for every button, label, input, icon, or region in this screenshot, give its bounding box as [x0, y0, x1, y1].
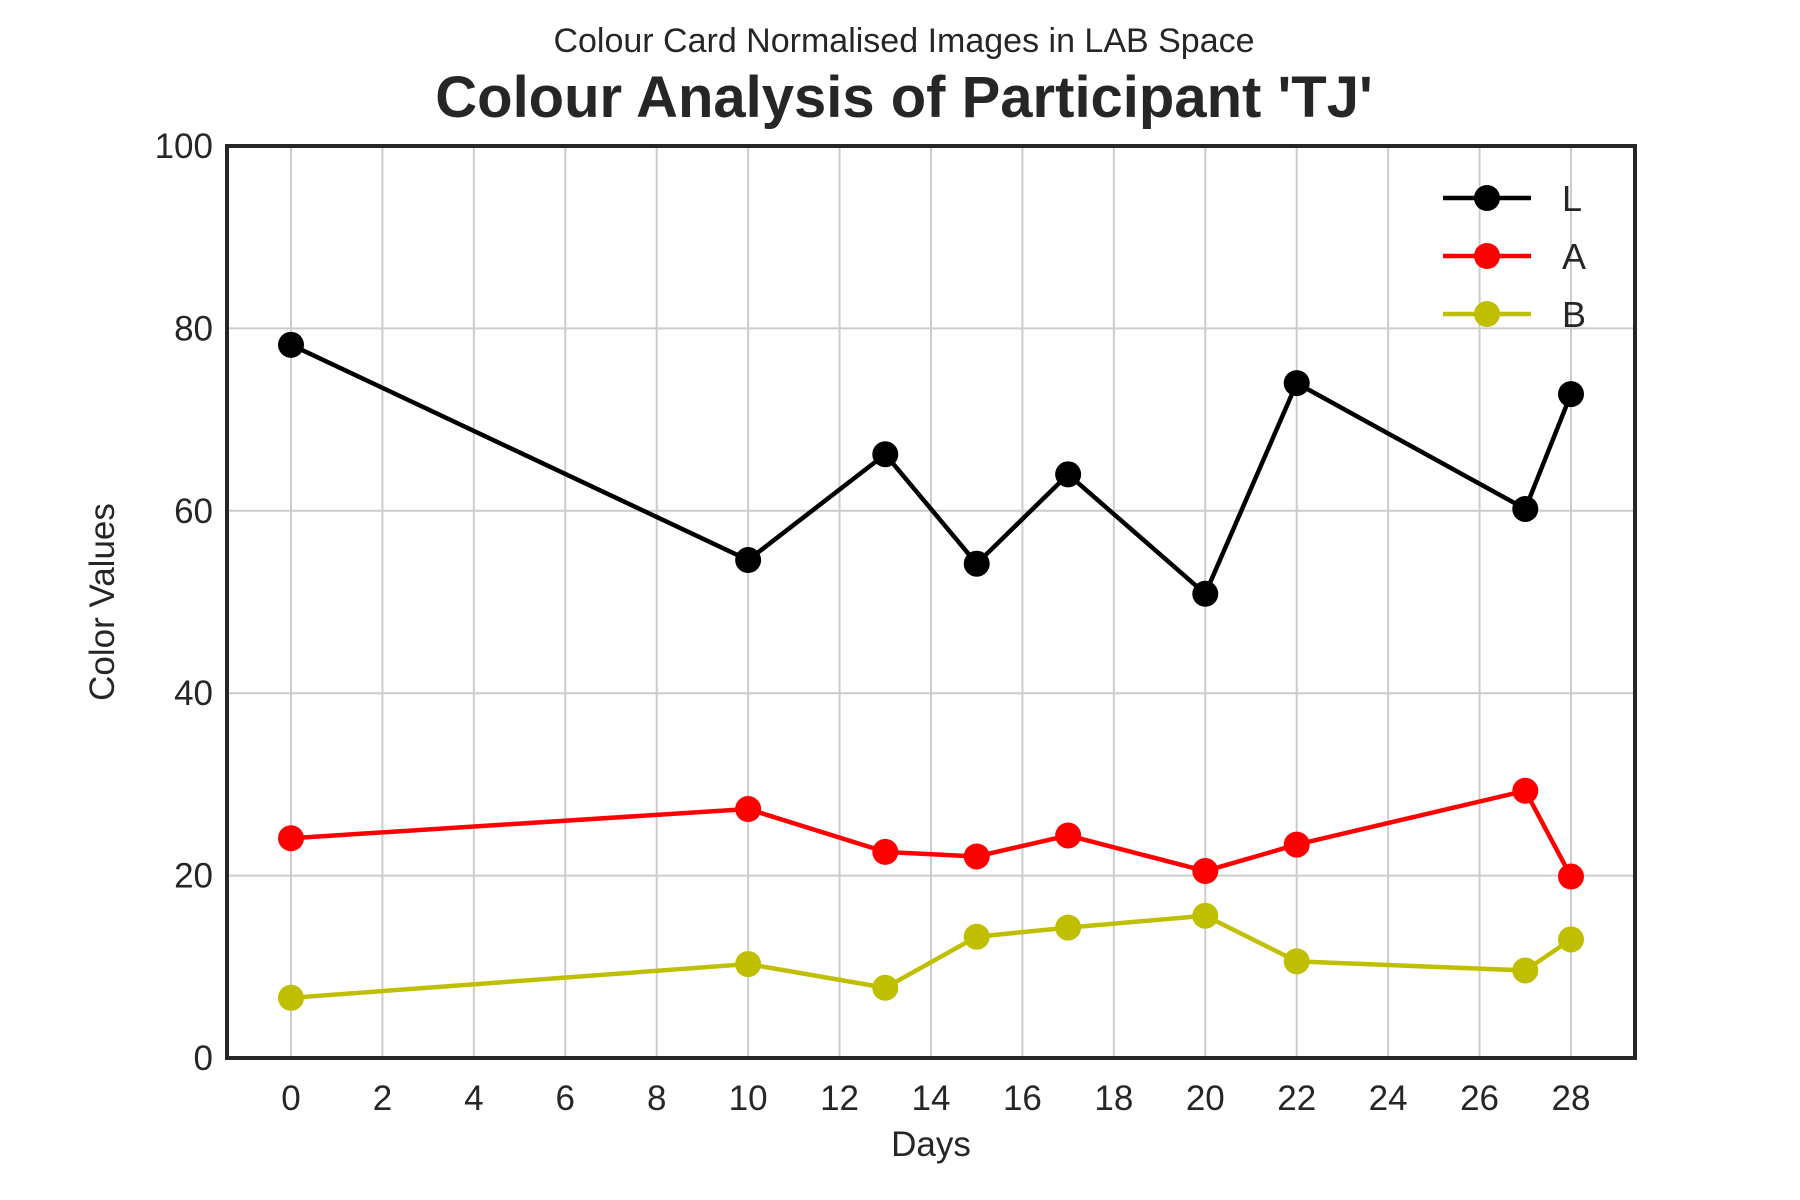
data-point [1055, 822, 1082, 849]
data-point [278, 331, 304, 358]
legend-entry-B: B [1443, 294, 1586, 335]
x-tick-label: 0 [281, 1079, 300, 1118]
data-point [1512, 777, 1539, 804]
data-point [963, 843, 990, 870]
x-tick-label: 4 [464, 1079, 483, 1118]
data-point [1055, 461, 1082, 488]
x-tick-label: 28 [1552, 1079, 1591, 1118]
legend-marker [1474, 185, 1500, 211]
y-tick-label: 100 [155, 127, 213, 166]
data-series [278, 331, 1584, 1011]
y-axis-label: Color Values [83, 503, 122, 701]
grid-lines [227, 145, 1635, 1059]
y-tick-label: 20 [174, 857, 213, 896]
data-point [963, 923, 990, 950]
legend-label: A [1562, 236, 1586, 277]
series-A [278, 777, 1584, 890]
data-point [1055, 914, 1082, 941]
x-tick-label: 2 [373, 1079, 392, 1118]
data-point [278, 984, 304, 1011]
data-point [872, 974, 899, 1001]
x-tick-label: 20 [1186, 1079, 1225, 1118]
y-tick-label: 40 [174, 674, 213, 713]
x-tick-label: 12 [820, 1079, 859, 1118]
data-point [735, 796, 762, 823]
data-point [1512, 495, 1539, 522]
data-point [1558, 381, 1584, 408]
data-point [1558, 863, 1584, 890]
data-point [1192, 902, 1219, 929]
series-B [278, 902, 1584, 1011]
y-tick-label: 60 [174, 492, 213, 531]
legend-entry-A: A [1443, 236, 1586, 277]
x-tick-label: 18 [1094, 1079, 1133, 1118]
data-point [1283, 831, 1310, 858]
x-tick-label: 10 [729, 1079, 768, 1118]
data-point [735, 951, 762, 978]
x-tick-label: 26 [1460, 1079, 1499, 1118]
legend-label: B [1562, 294, 1586, 335]
data-point [1558, 926, 1584, 953]
data-point [1192, 858, 1219, 885]
legend-marker [1474, 243, 1500, 269]
legend-label: L [1562, 178, 1582, 219]
data-point [1283, 948, 1310, 975]
y-tick-labels: 0 20 40 60 80 100 [155, 127, 213, 1078]
data-point [872, 838, 899, 865]
x-tick-label: 16 [1003, 1079, 1042, 1118]
x-tick-label: 22 [1277, 1079, 1316, 1118]
x-tick-label: 6 [556, 1079, 575, 1118]
x-axis-label: Days [891, 1125, 971, 1164]
legend-entry-L: L [1443, 178, 1582, 219]
x-tick-label: 14 [912, 1079, 951, 1118]
plot-frame [225, 144, 1637, 1060]
data-point [872, 441, 899, 468]
data-point [735, 547, 762, 574]
y-tick-label: 0 [194, 1039, 213, 1078]
data-point [963, 550, 990, 577]
x-tick-labels: 0 2 4 6 8 10 12 14 16 18 20 22 24 26 28 [281, 1079, 1590, 1118]
legend: LAB [1443, 178, 1586, 335]
legend-marker [1474, 301, 1500, 327]
x-tick-label: 24 [1369, 1079, 1408, 1118]
data-point [1283, 370, 1310, 397]
chart-subtitle: Colour Card Normalised Images in LAB Spa… [553, 22, 1254, 60]
data-point [1512, 957, 1539, 984]
x-tick-label: 8 [647, 1079, 666, 1118]
series-L [278, 331, 1584, 607]
data-point [278, 825, 304, 852]
data-point [1192, 580, 1219, 607]
chart-title: Colour Analysis of Participant 'TJ' [435, 65, 1373, 130]
y-tick-label: 80 [174, 309, 213, 348]
